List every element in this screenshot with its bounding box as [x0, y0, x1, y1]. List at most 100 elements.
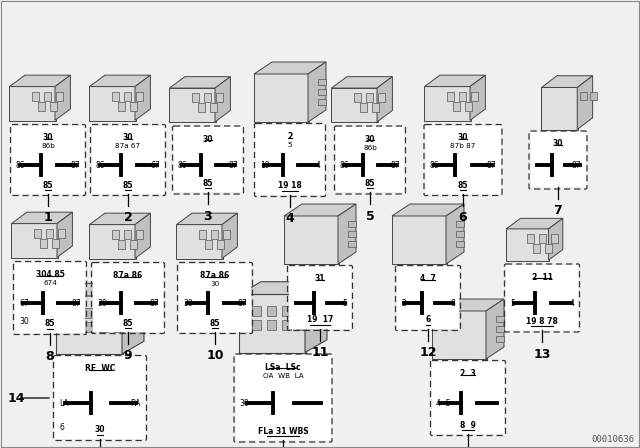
Bar	[136, 92, 143, 101]
Bar	[99, 308, 108, 318]
Bar	[268, 306, 276, 316]
Text: 30: 30	[239, 399, 249, 408]
Polygon shape	[332, 77, 392, 88]
Text: 19: 19	[260, 160, 269, 169]
Polygon shape	[215, 77, 230, 122]
Text: 5: 5	[288, 142, 292, 148]
Text: 14: 14	[8, 392, 26, 405]
Text: 4: 4	[315, 160, 320, 169]
Text: 30: 30	[183, 298, 193, 307]
Text: 13: 13	[533, 348, 550, 361]
Bar	[456, 231, 464, 237]
Text: 5: 5	[365, 210, 374, 223]
Text: 19  17: 19 17	[307, 315, 333, 324]
Text: 3: 3	[204, 210, 212, 223]
Bar	[348, 221, 356, 227]
Text: 87: 87	[237, 298, 247, 307]
Text: 30: 30	[95, 426, 105, 435]
FancyBboxPatch shape	[506, 228, 549, 261]
Polygon shape	[10, 75, 70, 86]
Bar	[114, 308, 123, 318]
Text: 6: 6	[59, 422, 64, 431]
Text: 67: 67	[150, 160, 160, 169]
Text: 85: 85	[365, 179, 375, 188]
FancyBboxPatch shape	[253, 73, 308, 122]
Bar	[118, 240, 125, 249]
Bar	[540, 233, 547, 242]
Bar	[447, 92, 454, 101]
Text: 2  11: 2 11	[531, 272, 552, 281]
FancyBboxPatch shape	[239, 294, 305, 353]
Polygon shape	[135, 213, 150, 258]
Text: 87: 87	[72, 298, 81, 307]
Polygon shape	[470, 75, 485, 121]
Polygon shape	[392, 204, 464, 216]
Text: FLa 31 WBS: FLa 31 WBS	[258, 427, 308, 436]
Polygon shape	[541, 76, 593, 87]
Polygon shape	[57, 212, 72, 258]
Polygon shape	[222, 213, 237, 258]
Text: LA: LA	[59, 399, 68, 408]
Bar	[84, 308, 93, 318]
Text: 86: 86	[429, 160, 439, 169]
Text: 86: 86	[96, 160, 106, 169]
Polygon shape	[177, 213, 237, 224]
Bar	[40, 239, 47, 248]
Text: 87: 87	[572, 160, 582, 169]
Bar	[506, 266, 578, 331]
Bar	[465, 102, 472, 111]
Bar	[38, 102, 45, 111]
Polygon shape	[506, 218, 563, 229]
Bar	[453, 102, 460, 111]
Bar	[397, 267, 459, 329]
Text: 00010636: 00010636	[591, 435, 634, 444]
Polygon shape	[338, 204, 356, 264]
Bar	[496, 326, 504, 332]
Bar	[336, 128, 404, 193]
Text: 87b 87: 87b 87	[451, 143, 476, 149]
Text: 86b: 86b	[363, 145, 377, 151]
Bar	[69, 322, 78, 332]
FancyBboxPatch shape	[89, 224, 136, 259]
Text: 8: 8	[45, 350, 54, 363]
Text: 86: 86	[16, 160, 26, 169]
Bar	[318, 99, 326, 105]
FancyBboxPatch shape	[9, 86, 56, 121]
Bar	[99, 322, 108, 332]
Bar	[256, 125, 324, 195]
Text: 67: 67	[19, 298, 29, 307]
Text: 30: 30	[97, 298, 107, 307]
Polygon shape	[90, 75, 150, 86]
Bar	[112, 230, 119, 239]
Bar	[297, 320, 306, 330]
Bar	[268, 320, 276, 330]
Text: 304 85: 304 85	[36, 270, 65, 279]
Bar	[426, 126, 500, 194]
FancyBboxPatch shape	[541, 87, 578, 130]
Bar	[372, 103, 380, 112]
Bar	[131, 102, 137, 111]
Bar	[174, 128, 242, 193]
Bar	[348, 241, 356, 247]
FancyBboxPatch shape	[89, 86, 136, 121]
Bar	[216, 93, 223, 102]
Bar	[46, 228, 53, 238]
Text: RA: RA	[131, 399, 141, 408]
FancyBboxPatch shape	[176, 224, 223, 259]
Polygon shape	[170, 77, 230, 88]
FancyBboxPatch shape	[56, 296, 122, 354]
Bar	[92, 126, 164, 194]
Polygon shape	[308, 62, 326, 122]
Text: 4: 4	[569, 298, 574, 307]
Bar	[192, 93, 199, 102]
Text: 12: 12	[419, 346, 436, 359]
Text: 85: 85	[458, 181, 468, 190]
Bar	[318, 79, 326, 85]
Text: 30: 30	[123, 133, 133, 142]
Bar	[52, 239, 60, 248]
Text: 2: 2	[287, 132, 292, 141]
Bar	[211, 103, 217, 112]
Text: 85: 85	[45, 319, 55, 328]
Bar	[378, 93, 385, 102]
Bar	[282, 306, 291, 316]
